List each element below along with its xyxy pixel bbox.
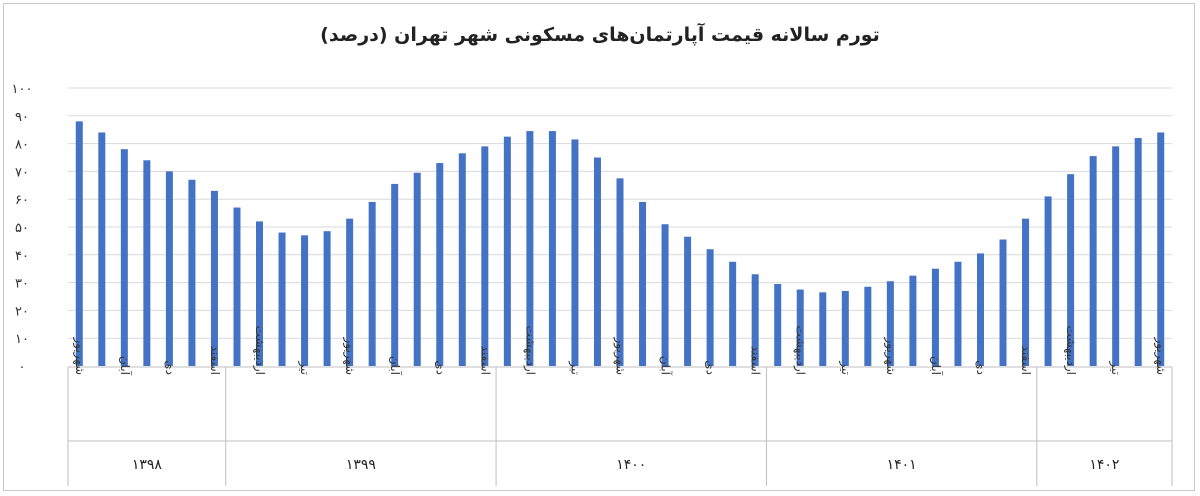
- bar: [976, 253, 984, 366]
- y-axis: ۰ ۱۰ ۲۰ ۳۰ ۴۰ ۵۰ ۶۰ ۷۰ ۸۰ ۹۰ ۱۰۰: [12, 82, 33, 375]
- bar: [323, 231, 331, 366]
- y-tick-label: ۲۰: [15, 304, 29, 319]
- bar: [548, 131, 556, 366]
- bar: [458, 153, 466, 366]
- year-label: ۱۴۰۲: [1089, 457, 1119, 473]
- x-category-label: تیر: [1108, 360, 1123, 375]
- year-label: ۱۳۹۹: [346, 457, 376, 473]
- x-category-label: شهریور: [1153, 336, 1168, 375]
- x-category-label: شهریور: [342, 336, 357, 375]
- bar: [1044, 196, 1052, 366]
- bar: [481, 146, 489, 366]
- y-tick-label: ۱۰۰: [12, 82, 33, 97]
- y-tick-label: ۰: [19, 360, 26, 375]
- x-category-label: اسفند: [749, 346, 763, 375]
- bar: [661, 224, 669, 366]
- bar: [931, 268, 939, 366]
- bar: [999, 239, 1007, 366]
- bar: [436, 163, 444, 366]
- bar: [864, 286, 872, 366]
- bar: [233, 207, 241, 366]
- x-category-label: اردیبهشت: [793, 326, 808, 375]
- bar: [503, 136, 511, 366]
- x-category-label: دی: [704, 360, 718, 375]
- x-category-label: اردیبهشت: [522, 326, 537, 375]
- bar: [774, 283, 782, 366]
- x-category-label: شهریور: [613, 336, 628, 375]
- year-label: ۱۴۰۱: [887, 457, 917, 473]
- bar: [98, 132, 106, 366]
- bar: [1022, 218, 1030, 366]
- x-category-label: دی: [974, 360, 988, 375]
- bar: [346, 218, 354, 366]
- bar: [120, 149, 128, 366]
- y-tick-label: ۴۰: [15, 249, 29, 264]
- y-tick-label: ۱۰: [15, 332, 29, 347]
- x-category-label: آبان: [388, 356, 403, 376]
- bar: [1067, 174, 1075, 366]
- bar: [1157, 132, 1165, 366]
- bars: [75, 121, 1165, 366]
- bar: [143, 160, 151, 366]
- x-category-label: اسفند: [208, 346, 222, 375]
- x-category-label: تیر: [567, 360, 582, 375]
- bar: [616, 178, 624, 366]
- year-label: ۱۴۰۰: [616, 457, 646, 473]
- bar: [819, 292, 827, 366]
- bar: [796, 289, 804, 366]
- y-tick-label: ۵۰: [15, 221, 29, 236]
- bar: [188, 179, 196, 366]
- bar: [165, 171, 173, 366]
- year-label: ۱۳۹۸: [132, 457, 163, 473]
- x-category-label: آبان: [929, 356, 944, 376]
- bar: [954, 261, 962, 366]
- bar: [1112, 146, 1120, 366]
- x-category-label: دی: [163, 360, 177, 375]
- x-category-label: تیر: [838, 360, 853, 375]
- bar: [413, 172, 421, 366]
- bar: [571, 139, 579, 366]
- y-tick-label: ۹۰: [15, 110, 29, 125]
- bar: [684, 236, 692, 366]
- x-category-label: تیر: [297, 360, 312, 375]
- y-tick-label: ۳۰: [15, 277, 29, 292]
- bar: [1134, 138, 1142, 366]
- bar: [729, 261, 737, 366]
- x-category-label: آبان: [659, 356, 674, 376]
- bar: [886, 281, 894, 366]
- bar: [301, 235, 309, 366]
- bar: [1089, 156, 1097, 366]
- bar: [278, 232, 286, 366]
- bar: [526, 131, 534, 366]
- bar: [706, 249, 714, 366]
- chart-title: تورم سالانه قیمت آپارتمان‌های مسکونی شهر…: [320, 24, 880, 46]
- x-category-label: شهریور: [883, 336, 898, 375]
- x-category-label: اردیبهشت: [1063, 326, 1078, 375]
- x-category-label: اسفند: [1019, 346, 1033, 375]
- bar: [751, 274, 759, 366]
- bar: [75, 121, 83, 366]
- bar: [368, 201, 376, 366]
- bar: [391, 183, 399, 366]
- x-category-label: دی: [433, 360, 447, 375]
- bar: [639, 201, 647, 366]
- y-tick-label: ۸۰: [15, 138, 29, 153]
- bar: [841, 290, 849, 366]
- bar: [909, 275, 917, 366]
- x-axis: شهریور آبان دی اسفند اردیبهشت تیر شهریور آبان دی…: [67, 326, 1173, 486]
- x-category-label: اسفند: [478, 346, 492, 375]
- x-category-label: شهریور: [72, 336, 87, 375]
- x-category-label: اردیبهشت: [252, 326, 267, 375]
- bar: [210, 190, 218, 366]
- y-tick-label: ۷۰: [15, 165, 29, 180]
- bar: [593, 157, 601, 366]
- y-tick-label: ۶۰: [15, 193, 29, 208]
- bar: [256, 221, 264, 366]
- x-category-label: آبان: [118, 356, 133, 376]
